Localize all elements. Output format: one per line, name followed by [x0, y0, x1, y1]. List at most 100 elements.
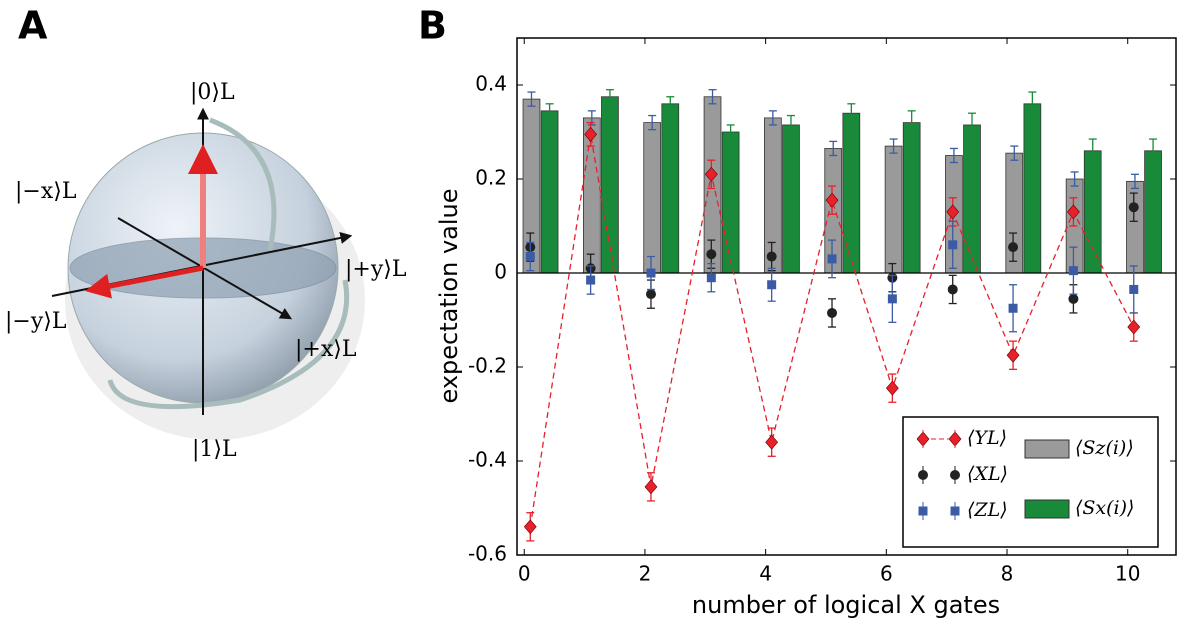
x-tick-label: 10: [1115, 562, 1140, 586]
error-bar: [1010, 145, 1019, 161]
marker: [948, 240, 958, 250]
plot-frame: [516, 37, 1177, 556]
marker: [885, 380, 899, 396]
error-bar: [889, 138, 898, 154]
marker: [1067, 204, 1080, 220]
error-bar: [907, 110, 916, 136]
legend-label: ⟨Sz(i)⟩: [1075, 437, 1134, 459]
marker: [947, 284, 958, 295]
error-bar: [786, 114, 795, 136]
x-tick-label: 0: [518, 562, 531, 586]
bar: [1005, 152, 1024, 274]
legend-label: ⟨ZL⟩: [967, 499, 1008, 521]
state-label: |−y⟩L: [5, 309, 67, 334]
error-bar: [545, 103, 554, 119]
legend-swatch: [1024, 439, 1070, 459]
bar: [1083, 150, 1102, 274]
marker: [1129, 284, 1139, 294]
marker: [1006, 347, 1020, 363]
marker: [1008, 303, 1018, 313]
error-bar: [1070, 171, 1079, 187]
legend-label: ⟨Sx(i)⟩: [1075, 497, 1134, 519]
marker: [706, 273, 716, 283]
legend-label: ⟨YL⟩: [967, 427, 1007, 449]
marker: [646, 268, 656, 278]
bar: [842, 112, 861, 274]
marker: [706, 249, 717, 260]
marker: [1128, 202, 1139, 213]
data-line: [529, 134, 1135, 527]
error-bar: [726, 124, 735, 140]
error-bar: [829, 140, 838, 157]
bar: [1023, 103, 1042, 274]
error-bar: [666, 96, 675, 112]
y-tick-label: 0.4: [475, 72, 507, 96]
marker: [644, 479, 658, 495]
marker: [767, 280, 777, 290]
error-bar: [968, 112, 977, 138]
error-bar: [648, 114, 657, 131]
error-bar: [605, 89, 614, 105]
bar: [703, 96, 722, 274]
x-tick-label: 4: [759, 562, 772, 586]
marker: [1068, 293, 1079, 304]
x-tick-label: 2: [639, 562, 652, 586]
marker: [584, 126, 598, 142]
legend-box: [902, 416, 1159, 548]
x-tick-label: 8: [1001, 562, 1014, 586]
x-tick-label: 6: [880, 562, 893, 586]
y-tick-label: 0: [494, 260, 507, 284]
error-bar: [768, 110, 777, 126]
bar: [661, 103, 680, 274]
error-bar: [847, 103, 856, 124]
error-bar: [1028, 91, 1037, 117]
y-tick-label: -0.6: [468, 542, 507, 566]
state-label: |−x⟩L: [15, 179, 77, 204]
error-bar: [708, 89, 717, 105]
bar: [1144, 150, 1162, 274]
marker: [523, 519, 537, 535]
marker: [825, 192, 839, 208]
bar: [902, 122, 921, 274]
bar: [963, 124, 981, 274]
marker: [765, 434, 779, 450]
bar: [1126, 180, 1144, 274]
panel-label: A: [18, 4, 48, 48]
error-bar: [527, 91, 536, 107]
marker: [704, 166, 718, 182]
bar: [721, 131, 740, 274]
marker: [1068, 266, 1078, 276]
state-label: |1⟩L: [192, 437, 237, 462]
legend-swatch: [1024, 499, 1070, 519]
bar: [643, 122, 662, 274]
marker: [946, 204, 960, 220]
marker: [1008, 242, 1019, 253]
y-tick-label: -0.2: [468, 354, 507, 378]
bar: [540, 110, 559, 274]
marker: [586, 275, 596, 285]
marker: [827, 307, 838, 318]
marker: [887, 294, 897, 304]
bar: [884, 145, 903, 274]
panel-label: B: [418, 4, 447, 48]
y-tick-label: -0.4: [468, 448, 507, 472]
marker: [766, 251, 777, 262]
bloch-sphere: |0⟩L |−x⟩L |+y⟩L |−y⟩L |+x⟩L |1⟩L: [5, 80, 407, 462]
bar: [782, 124, 800, 274]
error-bar: [949, 147, 958, 164]
legend-label: ⟨XL⟩: [967, 463, 1008, 485]
bar: [764, 117, 782, 274]
error-bar: [1149, 138, 1158, 164]
error-bar: [1130, 173, 1139, 190]
x-axis-label: number of logical X gates: [692, 591, 1000, 619]
state-label: |+x⟩L: [295, 337, 357, 362]
state-label: |0⟩L: [190, 80, 235, 105]
error-bar: [1088, 138, 1097, 164]
marker: [827, 254, 837, 264]
state-label: |+y⟩L: [345, 257, 407, 282]
y-tick-label: 0.2: [475, 166, 507, 190]
bar: [824, 148, 843, 274]
marker: [645, 289, 656, 300]
y-axis-label: expectation value: [435, 188, 463, 403]
